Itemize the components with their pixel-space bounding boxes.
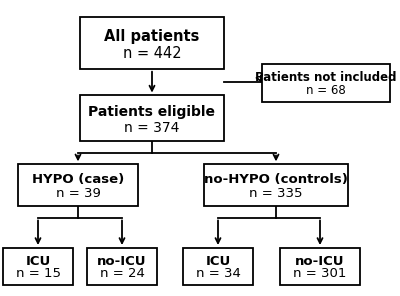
Text: n = 34: n = 34	[196, 267, 240, 280]
Text: n = 374: n = 374	[124, 120, 180, 135]
FancyBboxPatch shape	[18, 164, 138, 206]
Text: Patients not included: Patients not included	[255, 71, 397, 84]
Text: n = 39: n = 39	[56, 187, 100, 200]
Text: n = 24: n = 24	[100, 267, 144, 280]
Text: Patients eligible: Patients eligible	[88, 105, 216, 119]
Text: n = 301: n = 301	[293, 267, 347, 280]
Text: ICU: ICU	[205, 255, 231, 268]
FancyBboxPatch shape	[3, 248, 73, 285]
FancyBboxPatch shape	[280, 248, 360, 285]
Text: no-ICU: no-ICU	[295, 255, 345, 268]
FancyBboxPatch shape	[80, 17, 224, 69]
FancyBboxPatch shape	[262, 64, 390, 102]
Text: n = 15: n = 15	[16, 267, 60, 280]
Text: ICU: ICU	[25, 255, 51, 268]
Text: no-HYPO (controls): no-HYPO (controls)	[204, 173, 348, 186]
Text: n = 68: n = 68	[306, 84, 346, 97]
Text: n = 442: n = 442	[123, 46, 181, 61]
FancyBboxPatch shape	[87, 248, 157, 285]
Text: n = 335: n = 335	[249, 187, 303, 200]
FancyBboxPatch shape	[204, 164, 348, 206]
Text: HYPO (case): HYPO (case)	[32, 173, 124, 186]
FancyBboxPatch shape	[80, 95, 224, 141]
Text: no-ICU: no-ICU	[97, 255, 147, 268]
Text: All patients: All patients	[104, 29, 200, 44]
FancyBboxPatch shape	[183, 248, 253, 285]
